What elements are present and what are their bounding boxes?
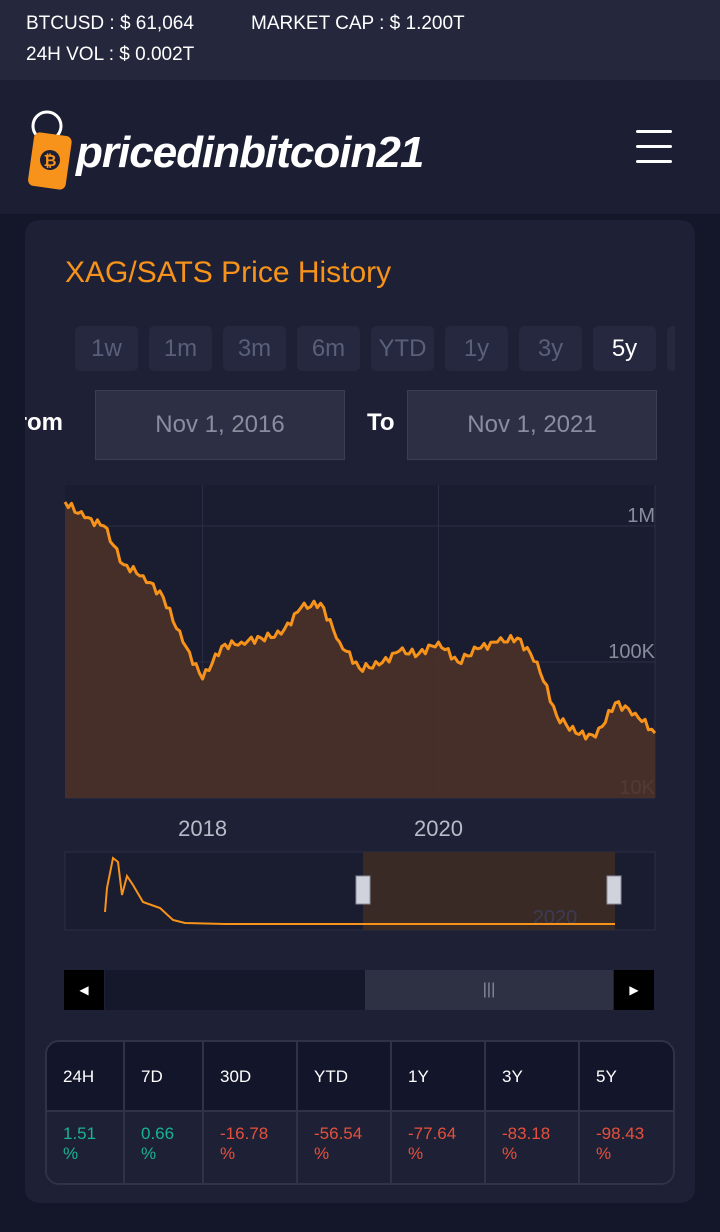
x-tick-label: 2020 xyxy=(414,816,463,841)
range-button-ytd[interactable]: YTD xyxy=(371,326,434,371)
range-button-3m[interactable]: 3m xyxy=(223,326,286,371)
performance-header-row: 24H 7D 30D YTD 1Y 3Y 5Y xyxy=(47,1042,673,1110)
perf-cell-24h: 1.51% xyxy=(47,1112,125,1183)
scroll-thumb[interactable]: ||| xyxy=(365,970,613,1010)
perf-cell-7d: 0.66% xyxy=(125,1112,204,1183)
navigator-selection xyxy=(363,852,615,930)
navigator-x-label: 2020 xyxy=(533,907,578,929)
to-date-input[interactable]: Nov 1, 2021 xyxy=(407,390,657,460)
price-area-fill xyxy=(65,502,655,798)
volume-24h: 24H VOL : $ 0.002T xyxy=(26,44,195,65)
perf-value: -77.64% xyxy=(408,1124,457,1163)
perf-header-label: 30D xyxy=(220,1067,252,1086)
scroll-left-button[interactable]: ◀ xyxy=(64,970,104,1010)
perf-cell-ytd: -56.54% xyxy=(298,1112,392,1183)
price-history-card: XAG/SATS Price History 1w 1m 3m 6m YTD 1… xyxy=(25,220,695,1203)
perf-header-label: 3Y xyxy=(502,1067,523,1086)
perf-cell-3y: -83.18% xyxy=(486,1112,580,1183)
range-selector: 1w 1m 3m 6m YTD 1y 3y 5y xyxy=(75,326,675,371)
scroll-right-button[interactable]: ▶ xyxy=(614,970,654,1010)
btcusd-price: BTCUSD : $ 61,064 xyxy=(26,13,194,34)
perf-header-1y: 1Y xyxy=(392,1042,486,1110)
bitcoin-tag-logo-icon[interactable]: ₿ xyxy=(28,108,74,190)
range-button-1w[interactable]: 1w xyxy=(75,326,138,371)
perf-value: -98.43% xyxy=(596,1124,645,1163)
perf-header-5y: 5Y xyxy=(580,1042,673,1110)
y-tick-label: 100K xyxy=(608,641,655,663)
navigator-series-line xyxy=(104,856,615,925)
range-button-5y[interactable]: 5y xyxy=(593,326,656,371)
site-header xyxy=(0,80,720,214)
range-button-more[interactable] xyxy=(667,326,675,371)
perf-header-label: 24H xyxy=(63,1067,95,1086)
from-label: From xyxy=(25,409,63,436)
perf-cell-5y: -98.43% xyxy=(580,1112,673,1183)
perf-header-24h: 24H xyxy=(47,1042,125,1110)
hamburger-menu-icon[interactable] xyxy=(634,128,674,166)
navigator-handle-left xyxy=(355,875,371,905)
from-date-input[interactable]: Nov 1, 2016 xyxy=(95,390,345,460)
market-cap: MARKET CAP : $ 1.200T xyxy=(251,13,465,34)
range-button-1y[interactable]: 1y xyxy=(445,326,508,371)
perf-value: -56.54% xyxy=(314,1124,363,1163)
perf-header-label: YTD xyxy=(314,1067,348,1086)
perf-header-label: 1Y xyxy=(408,1067,429,1086)
navigator-handle-right xyxy=(606,875,622,905)
range-button-6m[interactable]: 6m xyxy=(297,326,360,371)
perf-value: 0.66% xyxy=(141,1124,175,1163)
x-tick-label: 2018 xyxy=(178,816,227,841)
svg-text:₿: ₿ xyxy=(43,151,56,170)
range-button-1m[interactable]: 1m xyxy=(149,326,212,371)
performance-table: 24H 7D 30D YTD 1Y 3Y 5Y 1.51% 0.66% -16.78% -56.5… xyxy=(45,1040,675,1185)
perf-value: -83.18% xyxy=(502,1124,551,1163)
price-series-line xyxy=(63,501,657,741)
perf-value: 1.51% xyxy=(63,1124,97,1163)
perf-value: -16.78% xyxy=(220,1124,269,1163)
perf-header-ytd: YTD xyxy=(298,1042,392,1110)
perf-header-label: 5Y xyxy=(596,1067,617,1086)
performance-value-row: 1.51% 0.66% -16.78% -56.54% -77.64% -83.18% -9… xyxy=(47,1110,673,1183)
ticker-bar: BTCUSD : $ 61,064 MARKET CAP : $ 1.200T … xyxy=(0,0,720,80)
to-label: To xyxy=(367,409,395,436)
perf-cell-30d: -16.78% xyxy=(204,1112,298,1183)
y-tick-label: 1M xyxy=(627,505,655,527)
perf-cell-1y: -77.64% xyxy=(392,1112,486,1183)
perf-header-30d: 30D xyxy=(204,1042,298,1110)
perf-header-7d: 7D xyxy=(125,1042,204,1110)
range-button-3y[interactable]: 3y xyxy=(519,326,582,371)
site-logo[interactable]: pricedinbitcoin21 xyxy=(76,128,424,177)
price-chart[interactable]: 10K100K1M201820202020 xyxy=(25,480,695,960)
page-title: XAG/SATS Price History xyxy=(65,256,392,289)
perf-header-label: 7D xyxy=(141,1067,163,1086)
perf-header-3y: 3Y xyxy=(486,1042,580,1110)
chart-scrollbar: ◀ ||| ▶ xyxy=(64,970,655,1012)
